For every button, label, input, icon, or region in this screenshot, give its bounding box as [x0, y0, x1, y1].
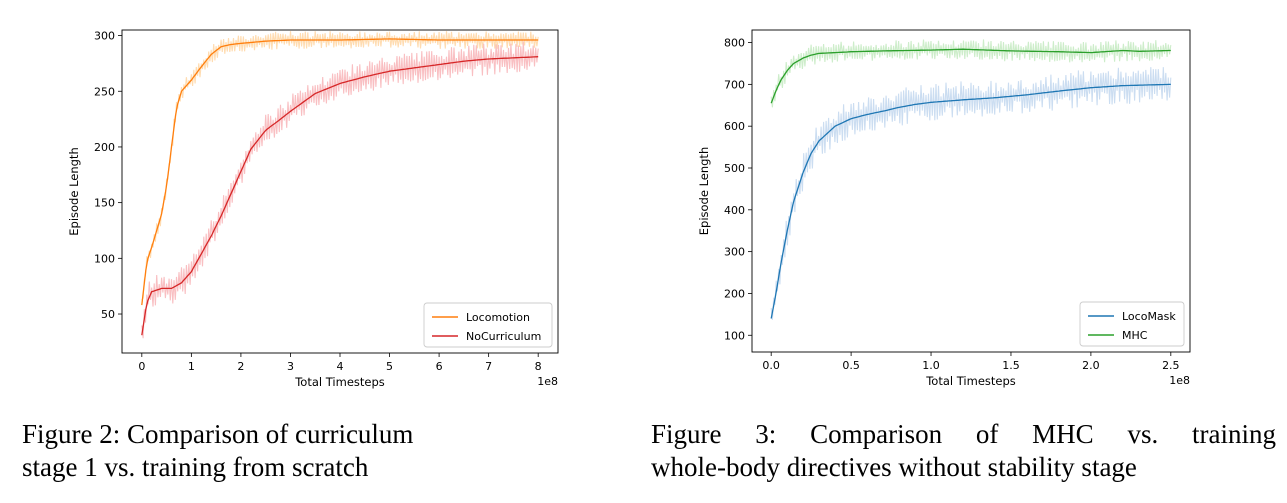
figure-3-caption-line-2: whole-body directives without stability …: [651, 452, 1137, 482]
fig2-xtick-label: 6: [436, 360, 443, 373]
fig2-ylabel: Episode Length: [67, 147, 81, 236]
fig2-ytick-label: 50: [101, 308, 115, 321]
figure-2-caption-line-1: Figure 2: Comparison of curriculum: [22, 419, 414, 449]
figure-2-caption-line-2: stage 1 vs. training from scratch: [22, 452, 369, 482]
fig2-ytick-label: 200: [94, 141, 115, 154]
fig2-xtick-label: 5: [386, 360, 393, 373]
fig3-xtick-label: 2.0: [1082, 359, 1100, 372]
fig3-axes-frame: [751, 29, 1191, 353]
fig2-legend-label-locomotion: Locomotion: [466, 311, 530, 324]
fig3-band-mhc: [770, 39, 1172, 108]
fig2-ytick-label: 100: [94, 252, 115, 265]
fig3-line-mhc: [770, 48, 1171, 104]
fig3-plot-area: [770, 39, 1172, 320]
fig3-ytick-label: 100: [724, 329, 745, 342]
fig3-line-locomask: [770, 83, 1171, 319]
fig3-ytick-label: 300: [724, 246, 745, 259]
fig2-xtick-label: 2: [237, 360, 244, 373]
fig3-ytick-label: 200: [724, 287, 745, 300]
fig2-line-locomotion: [141, 38, 539, 306]
fig2-ytick-label: 300: [94, 30, 115, 43]
figure-3-chart: 0.0 0.5 1.0 1.5 2.0 2.5 100 200 300 400 500 600 700 8…: [697, 29, 1191, 388]
fig3-xtick-label: 1.0: [922, 359, 940, 372]
fig3-ylabel: Episode Length: [697, 147, 711, 236]
fig3-x-offset-label: 1e8: [1169, 374, 1190, 387]
fig2-xtick-label: 0: [138, 360, 145, 373]
fig3-ytick-label: 600: [724, 120, 745, 133]
fig2-ytick-label: 150: [94, 197, 115, 210]
fig3-xlabel: Total Timesteps: [925, 374, 1016, 388]
fig3-ytick-label: 400: [724, 204, 745, 217]
fig2-xtick-label: 7: [485, 360, 492, 373]
fig2-xtick-label: 3: [287, 360, 294, 373]
fig2-xtick-label: 8: [535, 360, 542, 373]
fig3-xtick-label: 1.5: [1002, 359, 1020, 372]
fig2-band-nocurriculum: [141, 41, 539, 339]
fig2-ytick-label: 250: [94, 85, 115, 98]
fig3-band-locomask: [770, 67, 1172, 320]
fig3-legend-label-locomask: LocoMask: [1122, 310, 1176, 323]
fig2-plot-area: [141, 31, 539, 339]
fig3-legend-label-mhc: MHC: [1122, 329, 1148, 342]
fig3-ytick-label: 800: [724, 37, 745, 50]
figure-2-chart: 0 1 2 3 4 5 6 7 8 50 100 150 200 250 300 Total Timestep…: [67, 29, 559, 389]
fig2-legend-label-nocurriculum: NoCurriculum: [466, 330, 541, 343]
fig2-legend: Locomotion NoCurriculum: [423, 302, 553, 348]
fig3-xtick-label: 0.0: [762, 359, 780, 372]
figure-3-caption: Figure 3: Comparison of MHC vs. training…: [651, 418, 1276, 484]
fig2-xtick-label: 1: [188, 360, 195, 373]
fig2-line-nocurriculum: [141, 56, 539, 336]
figure-3-caption-line-1: Figure 3: Comparison of MHC vs. training: [651, 419, 1276, 449]
fig2-xtick-label: 4: [337, 360, 344, 373]
fig3-ytick-label: 500: [724, 162, 745, 175]
fig3-xtick-label: 0.5: [842, 359, 860, 372]
figure-2-caption: Figure 2: Comparison of curriculum stage…: [22, 418, 622, 484]
fig2-xlabel: Total Timesteps: [294, 375, 385, 389]
fig3-legend: LocoMask MHC: [1079, 301, 1185, 347]
fig2-x-offset-label: 1e8: [537, 375, 558, 388]
fig3-ytick-label: 700: [724, 78, 745, 91]
fig3-xtick-label: 2.5: [1162, 359, 1180, 372]
